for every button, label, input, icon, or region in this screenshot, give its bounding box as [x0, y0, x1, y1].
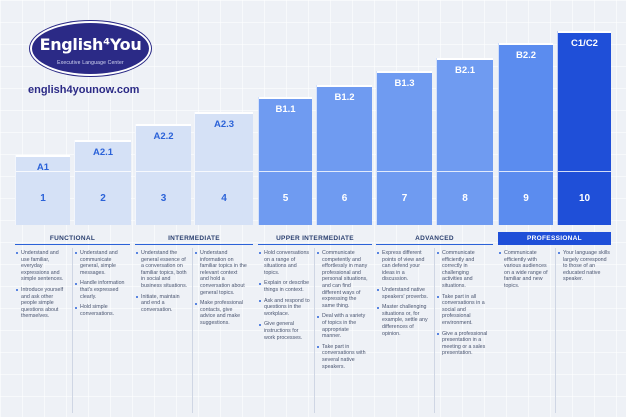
band-upper-intermediate: UPPER INTERMEDIATE [258, 232, 372, 245]
band-advanced: ADVANCED [376, 232, 493, 245]
level-1-skills: Understand and use familiar, everyday ex… [16, 250, 68, 324]
column-divider [192, 248, 193, 413]
column-top-edge [317, 85, 372, 87]
column-divider [72, 248, 73, 413]
column-top-edge [558, 31, 611, 33]
level-label: B2.1 [454, 65, 476, 76]
level-number: 9 [499, 171, 553, 225]
level-4-skills: Understand information on familiar topic… [195, 250, 247, 331]
skill-item: Understand the general essence of a conv… [136, 250, 188, 290]
column-top-edge [259, 97, 312, 99]
level-label: B1.2 [334, 92, 355, 103]
level-column-4: A2.3 4 [194, 112, 253, 225]
column-top-edge [499, 43, 553, 45]
column-top-edge [195, 112, 253, 114]
column-top-edge [16, 155, 70, 157]
skill-item: Hold simple conversations. [75, 304, 127, 317]
level-2-skills: Understand and communicate general, simp… [75, 250, 127, 321]
skill-item: Understand native speakers' proverbs. [377, 287, 429, 300]
level-column-9: B2.2 9 [498, 43, 553, 225]
level-column-2: A2.1 2 [74, 140, 131, 225]
skill-item: Take part in conversations with several … [317, 344, 369, 370]
skill-item: Deal with a variety of topics in the app… [317, 313, 369, 339]
level-number: 4 [195, 171, 253, 225]
level-number: 3 [136, 171, 191, 225]
level-column-6: B1.2 6 [316, 85, 372, 225]
column-top-edge [75, 140, 131, 142]
level-label: A2.1 [92, 147, 114, 158]
level-number: 8 [437, 171, 493, 225]
skill-item: Make professional contacts, give advice … [195, 300, 247, 326]
column-top-edge [377, 71, 432, 73]
skill-item: Understand and communicate general, simp… [75, 250, 127, 276]
level-5-skills: Hold conversations on a range of situati… [259, 250, 311, 345]
level-number: 10 [558, 171, 611, 225]
level-column-5: B1.1 5 [258, 97, 312, 225]
level-number: 1 [16, 171, 70, 225]
band-functional: FUNCTIONAL [15, 232, 130, 245]
level-number: 7 [377, 171, 432, 225]
skill-item: Express different points of view and can… [377, 250, 429, 283]
level-column-3: A2.2 3 [135, 124, 191, 225]
level-column-10: C1/C2 10 [557, 31, 611, 225]
logo-text: English⁴You [39, 35, 142, 54]
skill-item: Communicate competently and effortlessly… [317, 250, 369, 309]
skill-item: Hold conversations on a range of situati… [259, 250, 311, 276]
skill-item: Your language skills largely correspond … [558, 250, 610, 283]
skill-item: Handle information that's expressed clea… [75, 280, 127, 300]
logo-tagline: Executive Language Center [57, 60, 124, 66]
column-top-edge [136, 124, 191, 126]
level-8-skills: Communicate efficiently and correctly in… [437, 250, 489, 361]
skill-item: Give a professional presentation in a me… [437, 331, 489, 357]
level-label: A2.3 [213, 119, 235, 130]
skill-item: Communicate efficiently and correctly in… [437, 250, 489, 290]
level-label: B1.1 [275, 104, 296, 115]
column-divider [314, 248, 315, 413]
level-9-skills: Communicate efficiently with various aud… [499, 250, 551, 294]
skill-item: Ask and respond to questions in the work… [259, 298, 311, 318]
skill-item: Understand information on familiar topic… [195, 250, 247, 296]
level-label: B1.3 [394, 78, 415, 89]
company-logo: English⁴You Executive Language Center [30, 21, 151, 76]
skill-item: Communicate efficiently with various aud… [499, 250, 551, 290]
skill-item: Give general instructions for work proce… [259, 321, 311, 341]
level-number: 2 [75, 171, 131, 225]
level-label: C1/C2 [571, 38, 598, 49]
level-3-skills: Understand the general essence of a conv… [136, 250, 188, 317]
level-10-skills: Your language skills largely correspond … [558, 250, 610, 287]
level-number: 5 [259, 171, 312, 225]
level-label: A2.2 [153, 131, 174, 142]
band-intermediate: INTERMEDIATE [135, 232, 253, 245]
level-column-8: B2.1 8 [436, 58, 493, 225]
level-column-7: B1.3 7 [376, 71, 432, 225]
level-label: A1 [36, 162, 50, 173]
column-divider [555, 248, 556, 413]
skill-item: Initiate, maintain and end a conversatio… [136, 294, 188, 314]
column-divider [434, 248, 435, 413]
level-7-skills: Express different points of view and can… [377, 250, 429, 341]
level-label: B2.2 [515, 50, 537, 61]
skill-item: Master challenging situations or, for ex… [377, 304, 429, 337]
column-top-edge [437, 58, 493, 60]
skill-item: Take part in all conversations in a soci… [437, 294, 489, 327]
band-professional: PROFESSIONAL [498, 232, 611, 245]
level-6-skills: Communicate competently and effortlessly… [317, 250, 369, 374]
skill-item: Introduce yourself and ask other people … [16, 287, 68, 320]
website-link[interactable]: english4younow.com [28, 84, 140, 96]
skill-item: Explain or describe things in context. [259, 280, 311, 293]
level-number: 6 [317, 171, 372, 225]
skill-item: Understand and use familiar, everyday ex… [16, 250, 68, 283]
level-column-1: A1 1 [15, 155, 70, 225]
